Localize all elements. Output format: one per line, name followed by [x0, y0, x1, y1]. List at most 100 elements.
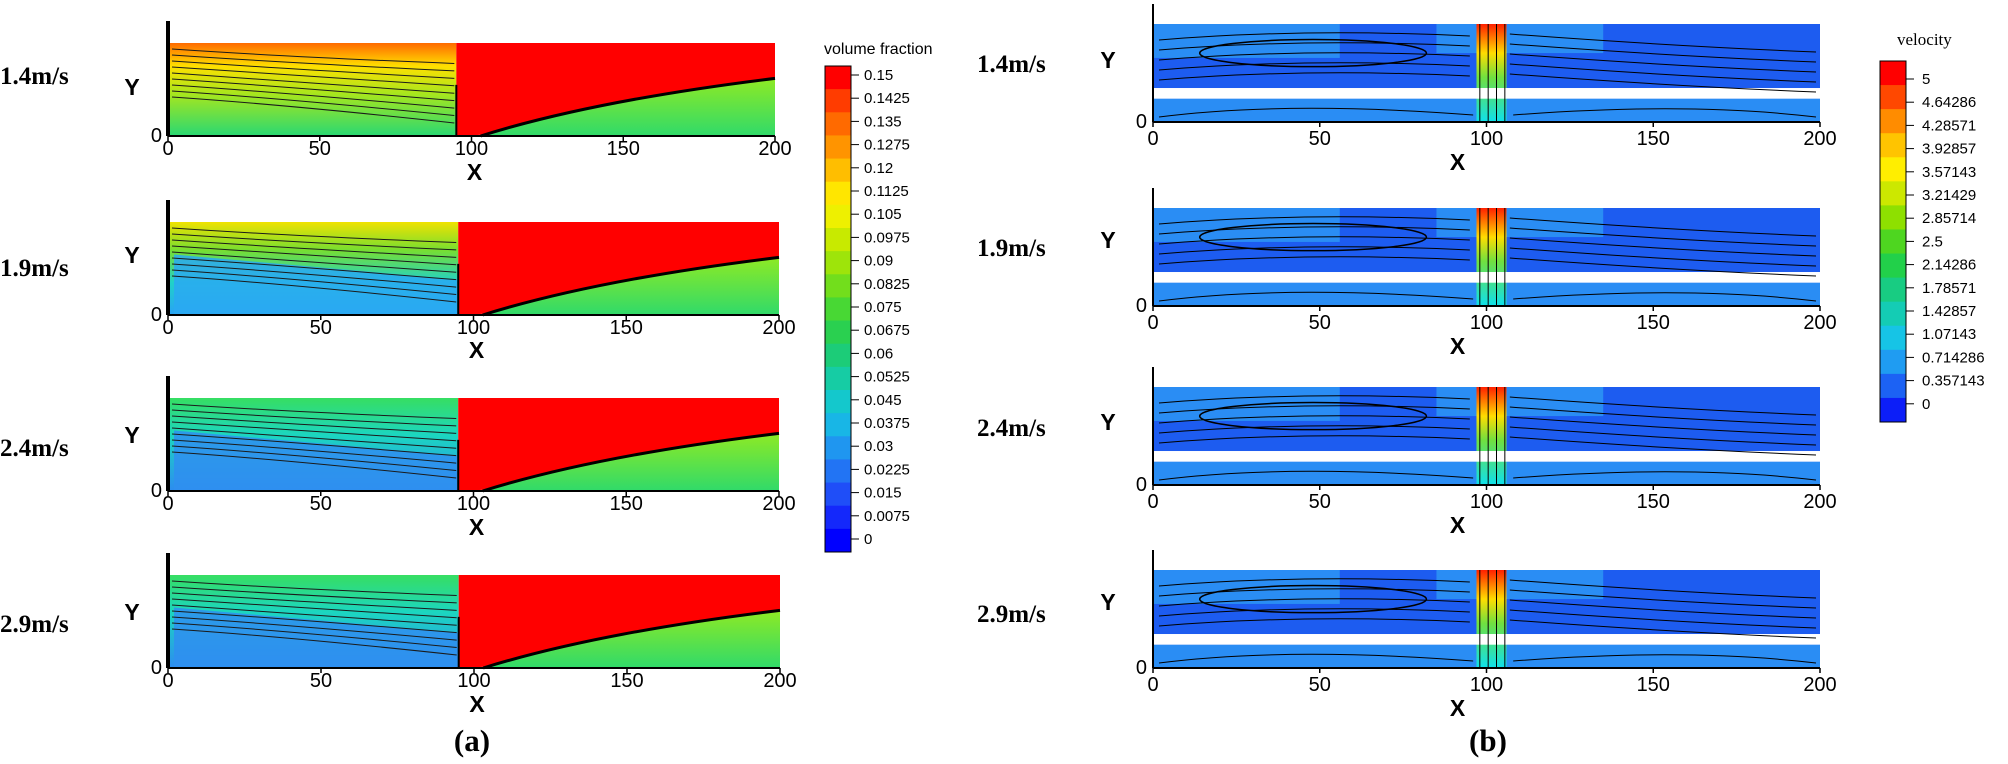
colorbar-tick-label: 0.12	[864, 160, 893, 177]
recirculation-eddy	[1198, 584, 1428, 614]
colorbar-tick-label: 0	[864, 531, 872, 548]
colorbar-swatch	[825, 228, 851, 252]
colorbar-tick-label: 0.0525	[864, 369, 910, 386]
fraction-contour-line	[171, 84, 455, 109]
velocity-case-1: 0 50 100 150 200 0 X Y 1.4m/s	[977, 4, 1837, 175]
streamline	[1158, 405, 1470, 414]
colorbar-tick-label: 0.015	[864, 485, 902, 502]
x-tick-label: 50	[1309, 128, 1331, 150]
colorbar-tick-label: 0.357143	[1922, 373, 1985, 390]
colorbar-tick-label: 1.78571	[1922, 280, 1976, 297]
colorbar-swatch	[1880, 349, 1906, 375]
x-axis-label: X	[469, 691, 485, 717]
colorbar-title: volume fraction	[824, 41, 933, 58]
colorbar-tick-label: 1.42857	[1922, 303, 1976, 320]
fraction-contour-line	[171, 78, 455, 102]
colorbar-swatch	[825, 112, 851, 136]
colorbar-tick-label: 1.07143	[1922, 326, 1976, 343]
x-tick-label: 100	[457, 670, 490, 692]
velocity-colorbar: velocity 5 4.64286 4.28571 3.92857 3.57143 3.2…	[1879, 30, 1985, 423]
volume-fraction-colorbar: volume fraction 0.15 0.1425 0.135 0.1275 0.12…	[824, 41, 933, 553]
colorbar-swatch	[825, 204, 851, 229]
volume-fraction-case-1: 0 50 100 150 200 0 X Y 1.4m/s	[0, 21, 792, 185]
streamline	[1509, 579, 1817, 599]
x-tick-label: 200	[762, 493, 795, 515]
streamline	[1513, 654, 1817, 664]
colorbar-swatch	[1880, 109, 1906, 134]
fraction-contour-line	[171, 54, 455, 72]
streamline	[1509, 53, 1817, 73]
colorbar-tick-label: 0.0825	[864, 276, 910, 293]
colorbar-swatch	[825, 459, 851, 484]
x-tick-label: 150	[610, 493, 643, 515]
velocity-panel: 0 50 100 150 200 0 X Y 1.4m/s 0 50 100 150 200 0 X Y 1.9m…	[977, 4, 1837, 721]
fraction-front-contour	[482, 255, 780, 317]
volume-fraction-panel: 0 50 100 150 200 0 X Y 1.4m/s 0 50 100 150 200 0 X Y 1.9m…	[0, 21, 797, 717]
x-tick-label: 200	[763, 670, 796, 692]
colorbar-tick-label: 0.045	[864, 392, 902, 409]
inlet-speed-label: 2.4m/s	[977, 415, 1046, 442]
fraction-contour-line	[171, 257, 457, 281]
streamline	[1509, 589, 1817, 609]
fraction-contour-line	[171, 269, 457, 296]
x-tick-label: 150	[1637, 491, 1670, 513]
colorbar-swatch	[1880, 181, 1906, 206]
fraction-contour-line	[171, 251, 457, 273]
x-tick-label: 200	[1803, 312, 1836, 334]
fraction-saturated-region	[458, 398, 779, 491]
colorbar-tick-label: 0.105	[864, 206, 902, 223]
x-tick-label: 200	[1803, 128, 1836, 150]
streamline	[1513, 471, 1817, 481]
colorbar-tick-label: 0.0225	[864, 461, 910, 478]
colorbar-tick-label: 0.0375	[864, 415, 910, 432]
colorbar-swatch	[1880, 229, 1906, 255]
colorbar-swatch	[825, 482, 851, 507]
fraction-front-contour	[480, 76, 776, 138]
fraction-contour-line	[171, 66, 455, 87]
x-tick-label: 50	[1309, 674, 1331, 696]
streamline	[1513, 108, 1817, 118]
fraction-front-contour	[482, 608, 781, 670]
volume-fraction-case-2: 0 50 100 150 200 0 X Y 1.9m/s	[0, 200, 796, 363]
colorbar-swatch	[1880, 301, 1906, 327]
colorbar-swatch	[1880, 85, 1906, 110]
fraction-contour-line	[171, 604, 457, 626]
volume-fraction-case-3: 0 50 100 150 200 0 X Y 2.4m/s	[0, 376, 796, 540]
x-tick-label: 0	[162, 138, 173, 160]
x-tick-label: 100	[1470, 312, 1503, 334]
colorbar-swatch	[1880, 133, 1906, 158]
streamline	[1509, 619, 1817, 639]
colorbar-swatch	[825, 528, 851, 553]
streamline	[1158, 588, 1470, 597]
y-axis-label: Y	[124, 599, 139, 625]
colorbar-tick-label: 0.714286	[1922, 349, 1985, 366]
inlet-speed-label: 2.9m/s	[0, 611, 69, 638]
x-axis-label: X	[467, 159, 483, 185]
inlet-speed-label: 2.4m/s	[0, 435, 69, 462]
streamline	[1509, 73, 1817, 93]
colorbar-tick-label: 4.28571	[1922, 117, 1976, 134]
streamline	[1158, 598, 1470, 607]
streamline	[1158, 62, 1470, 71]
fraction-contour-line	[171, 275, 457, 303]
colorbar-tick-label: 2.14286	[1922, 257, 1976, 274]
x-tick-label: 200	[758, 138, 791, 160]
fraction-front-contour	[482, 431, 780, 493]
fraction-contour-line	[171, 439, 457, 464]
inlet-speed-label: 2.9m/s	[977, 601, 1046, 628]
x-tick-label: 50	[310, 493, 332, 515]
x-tick-label: 200	[762, 317, 795, 339]
streamline	[1158, 236, 1470, 245]
colorbar-swatch	[825, 413, 851, 437]
colorbar-swatch	[825, 390, 851, 414]
x-tick-label: 150	[607, 138, 640, 160]
colorbar-swatch	[1880, 253, 1906, 279]
colorbar-swatch	[825, 89, 851, 113]
y-axis-label: Y	[1100, 409, 1115, 435]
streamline	[1509, 43, 1817, 63]
volume-fraction-case-4: 0 50 100 150 200 0 X Y 2.9m/s	[0, 553, 797, 717]
fraction-wedge-right	[482, 433, 779, 491]
velocity-mid-zone	[1153, 208, 1340, 242]
fraction-wedge-right	[482, 257, 779, 315]
